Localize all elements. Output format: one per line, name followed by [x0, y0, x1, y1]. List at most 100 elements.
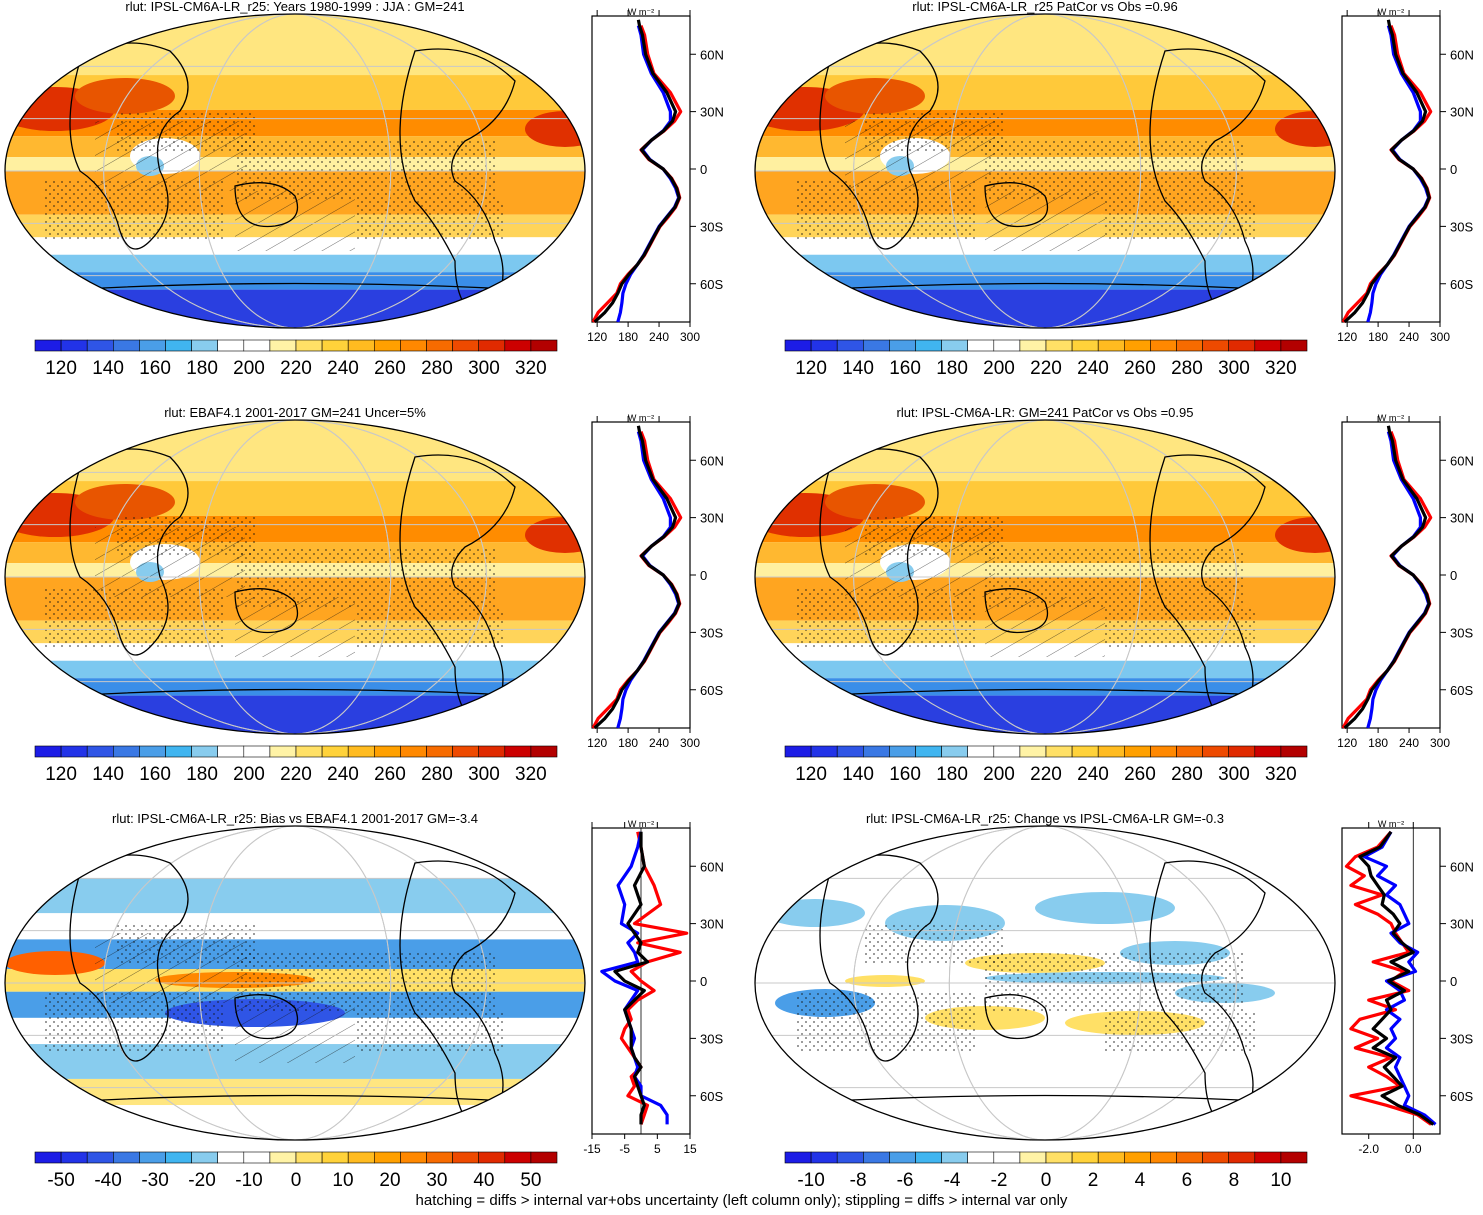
- colorbar-swatch: [452, 745, 480, 758]
- colorbar-swatch: [1254, 1151, 1282, 1164]
- colorbar-swatch: [993, 339, 1021, 352]
- map-field: [755, 420, 1335, 734]
- colorbar-tick-label: 200: [983, 358, 1015, 379]
- panel-title: rlut: EBAF4.1 2001-2017 GM=241 Uncer=5%: [164, 405, 426, 420]
- profile-xlabel: 240: [649, 736, 669, 750]
- colorbar-swatch: [1150, 745, 1177, 758]
- colorbar-tick-label: 140: [842, 764, 874, 785]
- profile-ylabel: 60N: [700, 47, 724, 62]
- profile-ylabel: 30N: [700, 105, 724, 120]
- colorbar-swatch: [1202, 1151, 1229, 1164]
- map-outline: [754, 419, 1336, 735]
- colorbar-tick-label: 2: [1088, 1170, 1099, 1191]
- profile-ylabel: 60N: [1450, 453, 1474, 468]
- colorbar-tick-label: 4: [1135, 1170, 1146, 1191]
- colorbar-tick-label: 140: [92, 764, 124, 785]
- profile-ylabel: 0: [700, 162, 707, 177]
- colorbar-swatch: [862, 339, 890, 352]
- panel-title: rlut: IPSL-CM6A-LR_r25: Years 1980-1999 …: [125, 0, 464, 14]
- colorbar-tick-label: 280: [1171, 358, 1203, 379]
- colorbar-swatch: [993, 1151, 1021, 1164]
- colorbar-swatch: [400, 1151, 427, 1164]
- colorbar-swatch: [504, 1151, 532, 1164]
- profile-ylabel: 30S: [700, 625, 723, 640]
- panel-title: rlut: IPSL-CM6A-LR_r25 PatCor vs Obs =0.…: [912, 0, 1178, 14]
- colorbar-tick-label: 120: [45, 764, 77, 785]
- colorbar-tick-label: -8: [850, 1170, 867, 1191]
- colorbar-tick-label: 320: [515, 358, 547, 379]
- colorbar-swatch: [139, 339, 166, 352]
- profile-xlabel: 120: [1337, 330, 1357, 344]
- profile-ylabel: 60S: [700, 277, 723, 292]
- colorbar-tick-label: -10: [797, 1170, 824, 1191]
- panel-title: rlut: IPSL-CM6A-LR_r25: Change vs IPSL-C…: [866, 811, 1224, 826]
- colorbar-swatch: [478, 339, 506, 352]
- profile-ylabel: 30S: [1450, 219, 1473, 234]
- colorbar-tick-label: 160: [889, 764, 921, 785]
- colorbar-swatch: [452, 1151, 480, 1164]
- colorbar-swatch: [862, 745, 890, 758]
- colorbar-tick-label: -6: [897, 1170, 914, 1191]
- profile-ylabel: 0: [700, 568, 707, 583]
- profile-ylabel: 60N: [1450, 859, 1474, 874]
- colorbar-tick-label: 220: [280, 764, 312, 785]
- colorbar-tick-label: 50: [520, 1170, 541, 1191]
- colorbar-tick-label: 20: [379, 1170, 400, 1191]
- colorbar-swatch: [373, 745, 401, 758]
- profile-series-line: [1343, 425, 1431, 730]
- colorbar-swatch: [1045, 745, 1073, 758]
- profile-xlabel: 120: [587, 330, 607, 344]
- colorbar-tick-label: -30: [141, 1170, 168, 1191]
- map-outline: [754, 825, 1336, 1141]
- panel-title: rlut: IPSL-CM6A-LR: GM=241 PatCor vs Obs…: [897, 405, 1194, 420]
- colorbar-swatch: [1124, 1151, 1151, 1164]
- colorbar-swatch: [1019, 339, 1047, 352]
- profile-ylabel: 60S: [1450, 1089, 1473, 1104]
- colorbar-tick-label: 300: [468, 764, 500, 785]
- colorbar-swatch: [34, 745, 62, 758]
- profile-ylabel: 30S: [1450, 1031, 1473, 1046]
- map-field: [5, 14, 585, 328]
- colorbar-swatch: [836, 1151, 864, 1164]
- profile-frame: [1341, 421, 1441, 729]
- profile-xlabel: 0.0: [1405, 1142, 1422, 1156]
- colorbar-swatch: [321, 745, 349, 758]
- colorbar-tick-label: 180: [186, 764, 218, 785]
- colorbar-tick-label: 320: [1265, 764, 1297, 785]
- colorbar-swatch: [915, 1151, 942, 1164]
- map-field: [5, 826, 585, 1140]
- colorbar-swatch: [217, 339, 245, 352]
- colorbar-tick-label: 160: [139, 764, 171, 785]
- colorbar-swatch: [967, 1151, 995, 1164]
- colorbar-tick-label: -4: [944, 1170, 961, 1191]
- colorbar-swatch: [295, 1151, 323, 1164]
- colorbar-swatch: [400, 339, 427, 352]
- profile-ylabel: 60S: [1450, 277, 1473, 292]
- zonal-profile: 60N 30N 0 30S 60S -15 -5 5 15 W m⁻²: [583, 819, 724, 1156]
- colorbar-swatch: [295, 339, 323, 352]
- profile-xlabel: -5: [619, 1142, 630, 1156]
- colorbar-swatch: [1071, 745, 1099, 758]
- colorbar-swatch: [113, 745, 140, 758]
- profile-xlabel: 15: [683, 1142, 697, 1156]
- profile-series-line: [593, 425, 681, 730]
- profile-xlabel: 240: [1399, 736, 1419, 750]
- profile-xlabel: 5: [654, 1142, 661, 1156]
- colorbar-swatch: [1071, 339, 1099, 352]
- colorbar-tick-label: 300: [1218, 764, 1250, 785]
- zonal-profile: 60N 30N 0 30S 60S 120 180 240 300 W m⁻²: [587, 7, 724, 344]
- colorbar-swatch: [347, 339, 375, 352]
- colorbar-tick-label: 140: [842, 358, 874, 379]
- colorbar-swatch: [1150, 1151, 1177, 1164]
- profile-unit: W m⁻²: [1378, 413, 1404, 423]
- profile-ylabel: 0: [1450, 162, 1457, 177]
- profile-ylabel: 60N: [700, 859, 724, 874]
- colorbar-swatch: [191, 745, 219, 758]
- panel-p5: rlut: IPSL-CM6A-LR_r25: Bias vs EBAF4.1 …: [4, 811, 724, 1191]
- colorbar-swatch: [269, 745, 297, 758]
- colorbar-tick-label: 10: [332, 1170, 353, 1191]
- profile-xlabel: 120: [1337, 736, 1357, 750]
- colorbar-swatch: [217, 1151, 245, 1164]
- profile-xlabel: 240: [649, 330, 669, 344]
- colorbar-tick-label: 6: [1182, 1170, 1193, 1191]
